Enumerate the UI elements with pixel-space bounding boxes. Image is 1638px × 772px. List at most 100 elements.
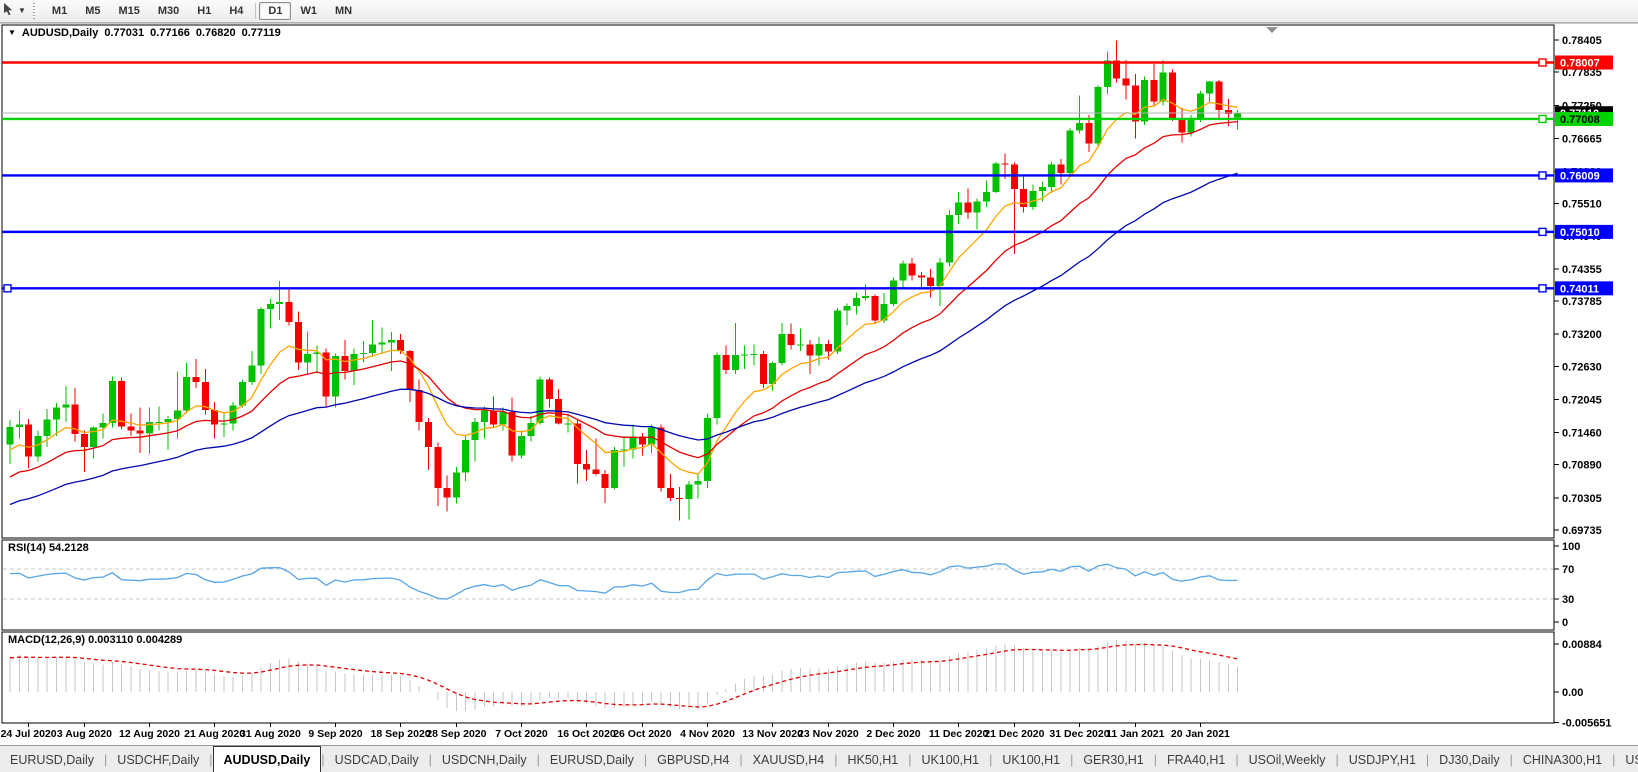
chart-tab-audusd-daily[interactable]: AUDUSD,Daily <box>212 746 322 772</box>
rsi-line[interactable] <box>9 563 1238 600</box>
date-axis-label: 21 Dec 2020 <box>984 728 1044 740</box>
chart-tab-gbpusd-h4[interactable]: GBPUSD,H4 <box>657 752 730 767</box>
timeframe-button-h4[interactable]: H4 <box>229 5 244 17</box>
candle-wick <box>846 303 848 326</box>
rsi-pane[interactable] <box>1 539 1555 631</box>
bull-candle <box>518 435 525 456</box>
chart-shift-marker-icon[interactable] <box>1266 27 1278 33</box>
bull-candle <box>257 308 265 366</box>
ma-fast-line[interactable] <box>9 98 1238 475</box>
timeframe-button-mn[interactable]: MN <box>334 5 353 17</box>
line-handle-icon[interactable] <box>1538 114 1547 124</box>
candle-wick <box>372 320 374 357</box>
bear-candle <box>1010 164 1018 189</box>
timeframe-button-m15[interactable]: M15 <box>118 5 140 17</box>
candle-wick <box>158 406 160 431</box>
bull-candle <box>350 353 358 371</box>
price-axis-label: 0.73785 <box>1562 296 1602 308</box>
tab-separator: | <box>1070 752 1074 767</box>
ma-slow-line[interactable] <box>9 172 1238 506</box>
bar-low-value: 0.76820 <box>195 27 236 39</box>
tab-separator: | <box>104 752 108 767</box>
bear-candle <box>722 355 730 370</box>
bull-candle <box>843 305 851 311</box>
bear-candle <box>964 202 972 213</box>
bull-candle <box>899 263 907 281</box>
bull-candle <box>992 163 1000 192</box>
chart-tab-xauusd-h4[interactable]: XAUUSD,H4 <box>752 752 825 767</box>
chart-tab-hk50-h1[interactable]: HK50,H1 <box>847 752 899 767</box>
date-axis-label: 21 Aug 2020 <box>184 728 245 740</box>
bear-candle <box>341 356 349 371</box>
chart-tab-usoil-weekly[interactable]: USOil,Weekly <box>1248 752 1326 767</box>
candle-wick <box>483 406 485 439</box>
line-handle-icon[interactable] <box>1538 171 1547 180</box>
bear-candle <box>806 344 814 356</box>
candle-wick <box>688 481 690 520</box>
timeframe-button-h1[interactable]: H1 <box>197 5 212 17</box>
bull-candle <box>1038 187 1046 192</box>
line-handle-icon[interactable] <box>1538 284 1547 293</box>
bull-candle <box>815 343 823 356</box>
chart-tab-dj30-daily[interactable]: DJ30,Daily <box>1439 752 1500 767</box>
bear-candle <box>201 382 209 410</box>
toolbar-grip <box>31 3 37 19</box>
date-axis-label: 11 Dec 2020 <box>929 728 989 740</box>
bull-candle <box>146 421 153 434</box>
date-axis-label: 20 Jan 2021 <box>1171 728 1230 740</box>
macd-pane[interactable] <box>1 631 1555 724</box>
bull-candle <box>936 262 944 287</box>
line-handle-icon[interactable] <box>1538 227 1547 237</box>
chart-tab-usdjpy-h1[interactable]: USDJPY,H1 <box>1348 752 1416 767</box>
bear-candle <box>434 447 442 488</box>
chart-tab-usdcad-daily[interactable]: USDCAD,Daily <box>334 752 419 767</box>
main-chart[interactable]: 0.784050.778350.772500.766650.760800.755… <box>0 0 1638 745</box>
candle-wick <box>130 413 132 436</box>
cursor-tool-icon[interactable] <box>2 2 15 21</box>
date-axis-label: 31 Dec 2020 <box>1049 728 1109 740</box>
bull-candle <box>741 354 749 356</box>
line-price-badge-bg <box>1555 281 1613 296</box>
chart-tab-usdcnh-daily[interactable]: USDCNH,Daily <box>441 752 527 767</box>
line-handle-icon[interactable] <box>3 284 12 293</box>
bull-candle <box>955 202 963 215</box>
bull-candle <box>155 421 163 423</box>
chart-tab-eurusd-daily[interactable]: EURUSD,Daily <box>10 752 95 767</box>
chart-tab-usoil-[interactable]: USOil, <box>1625 752 1638 767</box>
bear-candle <box>917 275 925 278</box>
timeframe-button-m1[interactable]: M1 <box>51 5 68 17</box>
main-pane[interactable] <box>1 24 1555 539</box>
tab-separator: | <box>1153 752 1158 767</box>
chart-tab-usdchf-daily[interactable]: USDCHF,Daily <box>117 752 200 767</box>
price-axis-label: 0.72630 <box>1562 361 1602 373</box>
chart-tab-fra40-h1[interactable]: FRA40,H1 <box>1167 752 1226 767</box>
timeframe-button-d1[interactable]: D1 <box>259 2 292 20</box>
dropdown-caret-icon[interactable]: ▼ <box>18 6 26 15</box>
bull-candle <box>1076 122 1083 131</box>
chart-tab-uk100-h1[interactable]: UK100,H1 <box>1002 752 1061 767</box>
timeframe-button-m30[interactable]: M30 <box>157 5 180 17</box>
chart-tab-eurusd-daily[interactable]: EURUSD,Daily <box>549 752 634 767</box>
bull-candle <box>704 417 711 482</box>
ma-medium-line[interactable] <box>9 120 1238 478</box>
chart-tab-uk100-h1[interactable]: UK100,H1 <box>921 752 980 767</box>
timeframe-button-w1[interactable]: W1 <box>300 5 317 17</box>
timeframe-button-m5[interactable]: M5 <box>85 5 101 17</box>
bar-close-value: 0.77119 <box>241 27 281 39</box>
line-handle-icon[interactable] <box>1538 58 1547 67</box>
bull-candle <box>304 353 312 363</box>
chart-tab-china300-h1[interactable]: CHINA300,H1 <box>1522 752 1603 767</box>
chart-tab-ger30-h1[interactable]: GER30,H1 <box>1083 752 1144 767</box>
macd-signal-line[interactable] <box>9 643 1238 708</box>
date-axis-label: 18 Sep 2020 <box>371 728 431 740</box>
bull-candle <box>862 295 870 299</box>
bear-candle <box>601 473 609 488</box>
tab-separator: | <box>1612 752 1616 767</box>
candle-wick <box>381 327 383 354</box>
bull-candle <box>108 381 116 423</box>
line-price-badge: 0.78007 <box>1560 57 1600 69</box>
bull-candle <box>648 427 656 445</box>
chart-title-caret-icon[interactable]: ▼ <box>8 28 16 37</box>
bull-candle <box>731 355 739 370</box>
